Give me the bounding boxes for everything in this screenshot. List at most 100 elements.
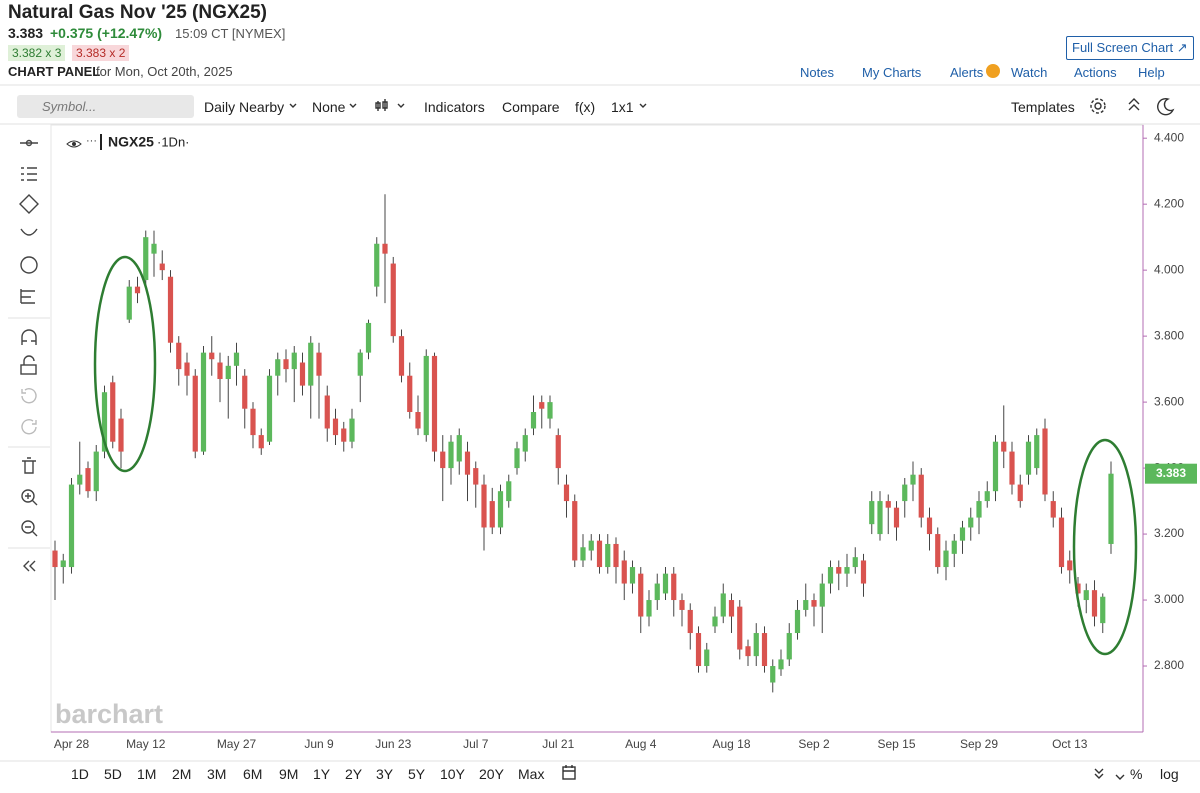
period-button[interactable]: 2M — [172, 766, 192, 782]
candle-body — [555, 435, 561, 469]
help-link[interactable]: Help — [1138, 65, 1165, 80]
toolbar-item[interactable]: Indicators — [424, 99, 485, 115]
candle-body — [151, 243, 157, 254]
candle-body — [902, 484, 908, 502]
toolbar-item[interactable]: 1x1 — [611, 99, 634, 115]
candle-body — [778, 659, 784, 670]
candle-body — [217, 362, 223, 380]
x-tick-label: Jun 23 — [375, 737, 411, 751]
toolbar-icons[interactable] — [25, 97, 1175, 780]
toolbar-item[interactable]: Compare — [502, 99, 560, 115]
period-button[interactable]: 20Y — [479, 766, 504, 782]
period-button[interactable]: 1D — [71, 766, 89, 782]
candle-body — [968, 517, 974, 528]
candle-body — [349, 418, 355, 442]
last-price-box — [1145, 463, 1197, 484]
log-button[interactable]: log — [1160, 766, 1179, 782]
candle-body — [291, 352, 297, 370]
candle-body — [52, 550, 58, 568]
last-price: 3.383 — [8, 25, 44, 41]
candle-body — [794, 609, 801, 634]
y-tick-label: 3.600 — [1154, 394, 1184, 408]
candle-body — [365, 322, 372, 353]
symbol-search[interactable] — [17, 95, 194, 118]
y-tick-label: 4.400 — [1154, 130, 1184, 144]
candle-body — [398, 336, 405, 376]
legend-symbol: NGX25 — [108, 134, 154, 150]
y-tick-label: 4.200 — [1154, 196, 1184, 210]
period-button[interactable]: 3Y — [376, 766, 394, 782]
full-screen-button[interactable]: Full Screen Chart ↗ — [1066, 36, 1194, 60]
bid: 3.382 x 3 — [8, 45, 66, 61]
menu-dots[interactable]: ··· — [86, 135, 97, 147]
candle-body — [572, 501, 578, 561]
candle-body — [143, 237, 149, 281]
candle-body — [184, 362, 190, 376]
candle-body — [613, 543, 619, 568]
eye-icon — [72, 142, 76, 146]
candle-body — [1042, 428, 1048, 495]
period-button[interactable]: 6M — [243, 766, 263, 782]
candle-body — [1108, 473, 1114, 544]
toolbar-item[interactable]: None — [312, 99, 346, 115]
templates[interactable]: Templates — [1011, 99, 1075, 115]
period-button[interactable]: Max — [518, 766, 545, 782]
candle-body — [1017, 484, 1023, 502]
candle-body — [827, 567, 834, 584]
candle-body — [374, 243, 380, 287]
toolbar-item[interactable]: f(x) — [575, 99, 596, 115]
panel-label: CHART PANEL — [8, 64, 101, 79]
period-button[interactable]: 9M — [279, 766, 299, 782]
actions-link[interactable]: Actions — [1074, 65, 1117, 80]
candle-body — [1067, 560, 1073, 571]
alerts-link[interactable]: Alerts — [950, 65, 984, 80]
candle-body — [308, 342, 314, 386]
candle-body — [332, 418, 339, 436]
candle-body — [1009, 451, 1015, 485]
candle-body — [687, 609, 693, 634]
period-button[interactable]: 1Y — [313, 766, 331, 782]
candle-body — [101, 392, 108, 452]
candle-body — [770, 666, 776, 683]
mycharts-link[interactable]: My Charts — [862, 65, 922, 80]
candle-body — [836, 567, 842, 574]
candle-body — [118, 418, 124, 452]
candle-body — [860, 560, 867, 584]
period-button[interactable]: 1M — [137, 766, 157, 782]
percent-button[interactable]: % — [1130, 766, 1143, 782]
candle-body — [1025, 441, 1032, 475]
plot-frame — [50, 124, 1144, 733]
period-button[interactable]: 5D — [104, 766, 122, 782]
period-button[interactable]: 2Y — [345, 766, 363, 782]
candle-body — [1100, 596, 1106, 624]
period-button[interactable]: 5Y — [408, 766, 426, 782]
candle-body — [621, 560, 627, 584]
x-tick-label: Jul 7 — [463, 737, 489, 751]
y-tick-label: 4.000 — [1154, 262, 1184, 276]
title: Natural Gas Nov '25 (NGX25) — [8, 2, 267, 23]
candle-body — [803, 600, 809, 610]
candle-body — [761, 633, 768, 667]
candle-body — [266, 375, 273, 442]
watch-link[interactable]: Watch — [1011, 65, 1048, 80]
candle-body — [341, 428, 347, 442]
candle-body — [926, 517, 933, 535]
alert-badge — [986, 64, 1000, 78]
period-button[interactable]: 10Y — [440, 766, 465, 782]
candle-body — [440, 451, 446, 469]
candle-body — [390, 263, 396, 337]
candle-body — [324, 395, 330, 429]
period-button[interactable]: 3M — [207, 766, 227, 782]
candle-body — [893, 507, 900, 528]
candle-body — [299, 362, 306, 386]
drawing-tools[interactable] — [19, 139, 39, 572]
eye-icon[interactable] — [66, 140, 82, 148]
notes-link[interactable]: Notes — [800, 65, 834, 80]
candle-body — [728, 600, 735, 617]
y-tick-label: 3.200 — [1154, 526, 1184, 540]
candle-body — [844, 567, 850, 574]
toolbar-item[interactable]: Daily Nearby — [204, 99, 285, 115]
candle-body — [629, 567, 636, 584]
candle-body — [68, 484, 75, 568]
candle-body — [654, 583, 660, 601]
